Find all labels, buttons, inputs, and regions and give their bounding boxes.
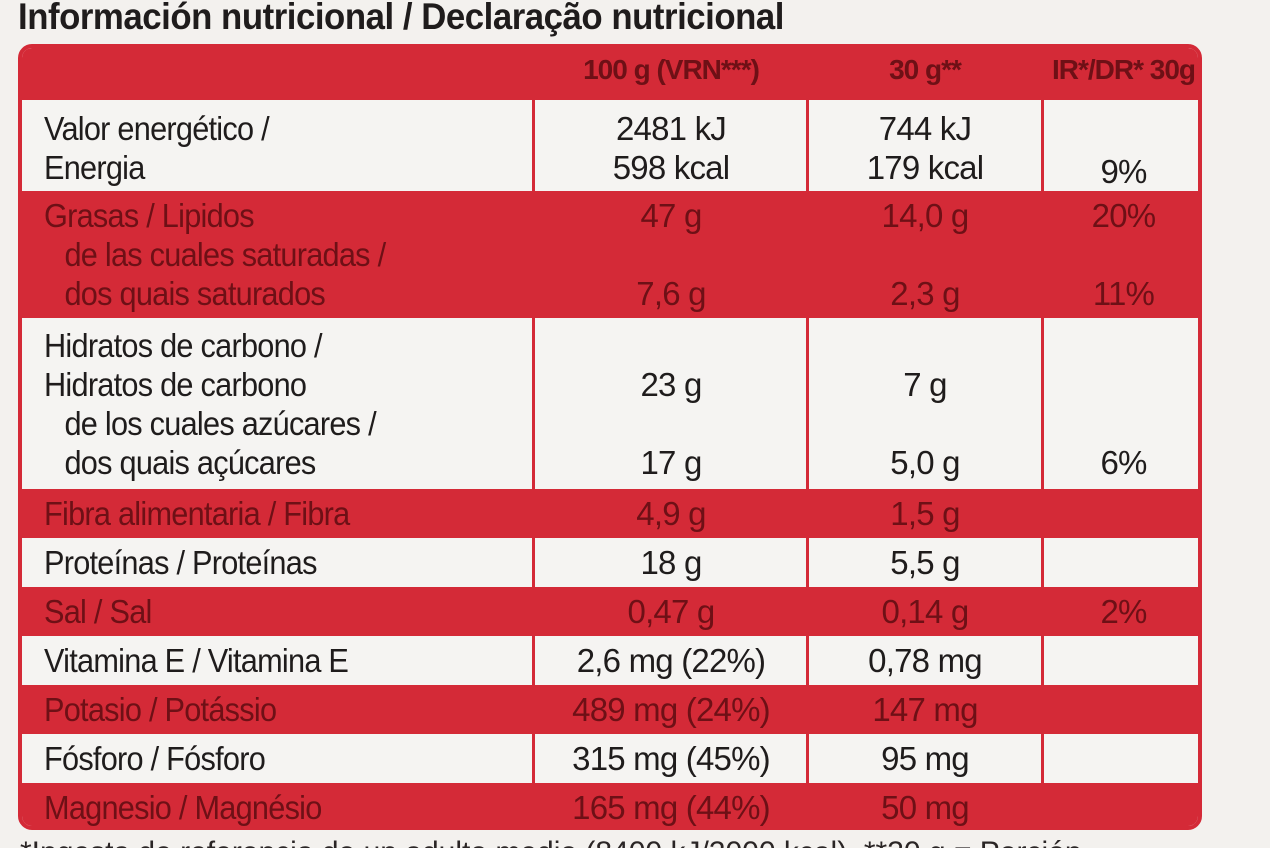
- table-row: Hidratos de carbono / Hidratos de carbon…: [22, 318, 1198, 489]
- value-30g: 0,78 mg: [868, 642, 982, 679]
- row-label: Proteínas / Proteínas: [44, 544, 317, 581]
- value-30g: 5,5 g: [890, 544, 960, 581]
- table-row: Sal / Sal 0,47 g 0,14 g 2%: [22, 587, 1198, 636]
- row-label: Grasas / Lipidos de las cuales saturadas…: [44, 196, 490, 323]
- row-label-line: de los cuales azúcares /: [64, 405, 376, 442]
- row-label: Fibra alimentaria / Fibra: [44, 495, 350, 532]
- row-label-line: Hidratos de carbono /: [44, 327, 323, 364]
- spacer: [1045, 235, 1198, 274]
- table-row: Proteínas / Proteínas 18 g 5,5 g: [22, 538, 1198, 587]
- row-label: Fósforo / Fósforo: [44, 740, 266, 777]
- row-label: Magnesio / Magnésio: [44, 789, 322, 826]
- row-label: Sal / Sal: [44, 593, 152, 630]
- value-line: 20%: [1091, 197, 1156, 234]
- row-label: Valor energético / Energia: [44, 109, 490, 200]
- nutrition-table: 100 g (VRN***) 30 g** IR*/DR* 30g Valor …: [18, 44, 1202, 830]
- table-row: Magnesio / Magnésio 165 mg (44%) 50 mg: [22, 783, 1198, 826]
- row-label-line: Valor energético /: [44, 110, 270, 147]
- value-ir: [1045, 788, 1198, 826]
- row-label-line: de las cuales saturadas /: [64, 236, 386, 273]
- column-header-ir: IR*/DR* 30g: [1051, 54, 1196, 85]
- value-30g: 744 kJ 179 kcal: [809, 109, 1041, 200]
- value-line: 2,3 g: [890, 275, 960, 312]
- value-ir: [1045, 494, 1198, 543]
- value-100g: 0,47 g: [627, 593, 716, 630]
- value-30g: 1,5 g: [890, 495, 960, 532]
- page-title: Información nutricional / Declaração nut…: [18, 0, 784, 37]
- value-line: 2481 kJ: [616, 110, 727, 147]
- row-label-line: dos quais açúcares: [64, 444, 316, 481]
- value-30g: 14,0 g 2,3 g: [809, 196, 1041, 323]
- value-30g: 147 mg: [872, 691, 978, 728]
- table-row: Fósforo / Fósforo 315 mg (45%) 95 mg: [22, 734, 1198, 783]
- value-line: 7 g: [903, 366, 947, 403]
- row-label-line: Energia: [44, 149, 145, 186]
- spacer: [537, 404, 805, 443]
- row-label: Hidratos de carbono / Hidratos de carbon…: [44, 326, 490, 497]
- value-ir: 9%: [1100, 153, 1147, 190]
- spacer: [809, 404, 1041, 443]
- value-ir: 2%: [1100, 593, 1147, 630]
- column-header-100g: 100 g (VRN***): [583, 54, 760, 85]
- row-label-line: Grasas / Lipidos: [44, 197, 255, 234]
- value-30g: 7 g 5,0 g: [809, 365, 1041, 536]
- value-100g: 47 g 7,6 g: [537, 196, 805, 323]
- column-divider: [1041, 48, 1044, 826]
- value-100g: 23 g 17 g: [537, 365, 805, 536]
- table-row: Grasas / Lipidos de las cuales saturadas…: [22, 191, 1198, 318]
- table-row: Fibra alimentaria / Fibra 4,9 g 1,5 g: [22, 489, 1198, 538]
- table-row: Valor energético / Energia 2481 kJ 598 k…: [22, 100, 1198, 191]
- footer-text: *Ingesta de referencia de un adulto medi…: [20, 836, 1082, 848]
- value-line: 14,0 g: [881, 197, 970, 234]
- row-label: Potasio / Potássio: [44, 691, 277, 728]
- value-100g: 18 g: [640, 544, 702, 581]
- footer-note: *Ingesta de referencia de un adulto medi…: [0, 832, 1270, 848]
- column-divider: [532, 48, 535, 826]
- value-line: 598 kcal: [612, 149, 730, 186]
- value-line: 11%: [1092, 275, 1155, 312]
- column-divider: [806, 48, 809, 826]
- value-30g: 95 mg: [881, 740, 970, 777]
- value-100g: 165 mg (44%): [572, 789, 770, 826]
- table-row: Potasio / Potássio 489 mg (24%) 147 mg: [22, 685, 1198, 734]
- value-30g: 0,14 g: [881, 593, 970, 630]
- value-ir: 20% 11%: [1045, 196, 1198, 323]
- row-label: Vitamina E / Vitamina E: [44, 642, 349, 679]
- table-row: Vitamina E / Vitamina E 2,6 mg (22%) 0,7…: [22, 636, 1198, 685]
- spacer: [537, 235, 805, 274]
- value-100g: 2481 kJ 598 kcal: [537, 109, 805, 200]
- row-label-line: dos quais saturados: [64, 275, 326, 312]
- value-ir: [1045, 641, 1198, 690]
- row-label-line: Hidratos de carbono: [44, 366, 307, 403]
- value-100g: 489 mg (24%): [572, 691, 770, 728]
- value-line: 17 g: [640, 444, 702, 481]
- value-line: 23 g: [640, 366, 702, 403]
- value-line: 5,0 g: [890, 444, 960, 481]
- value-line: 179 kcal: [866, 149, 984, 186]
- value-ir: 6%: [1100, 444, 1147, 481]
- value-ir: [1045, 690, 1198, 739]
- value-100g: 4,9 g: [636, 495, 706, 532]
- value-ir: [1045, 739, 1198, 788]
- value-line: 47 g: [640, 197, 702, 234]
- table-header: 100 g (VRN***) 30 g** IR*/DR* 30g: [22, 48, 1198, 100]
- value-line: 744 kJ: [878, 110, 972, 147]
- spacer: [809, 235, 1041, 274]
- value-line: 7,6 g: [636, 275, 706, 312]
- column-header-30g: 30 g**: [889, 54, 962, 85]
- value-100g: 2,6 mg (22%): [576, 642, 766, 679]
- value-30g: 50 mg: [881, 789, 970, 826]
- value-100g: 315 mg (45%): [572, 740, 770, 777]
- value-ir: [1045, 543, 1198, 592]
